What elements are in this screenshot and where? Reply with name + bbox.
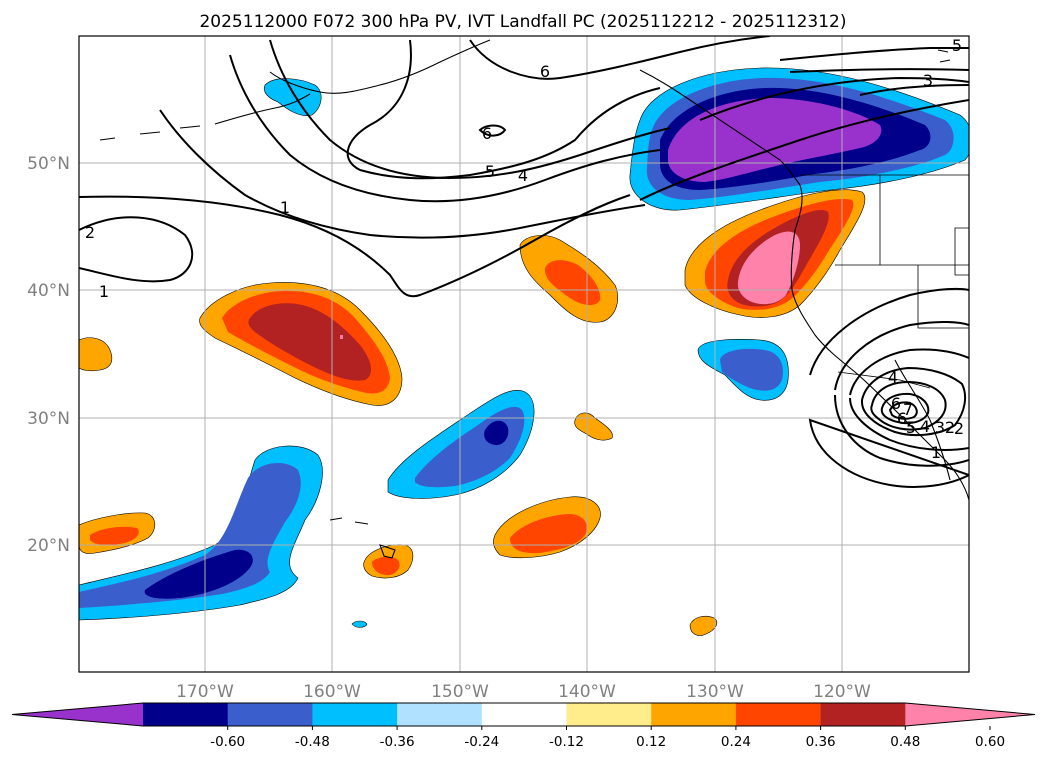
map-title: 2025112000 F072 300 hPa PV, IVT Landfall… [199,12,846,32]
gridlines [79,36,969,672]
ivt-negative-anomaly-alaska-small [263,78,368,628]
colorbar: -0.60 -0.48 -0.36 -0.24 -0.12 0.12 0.24 0.36 0.4… [11,702,1036,750]
lon-label-140w: 140°W [558,682,616,702]
colorbar-segment [227,703,313,726]
colorbar-tick-label: -0.48 [295,734,330,750]
colorbar-outline [11,702,1036,727]
pv-contour-label: 4 [518,166,528,185]
pv-contour-labels: 6 6 5 4 5 3 2 1 1 2 4 6 7 6 5 4 3 2 1 [85,36,964,462]
pv-contour-label: 1 [931,443,941,462]
colorbar-tick-label: -0.12 [549,734,584,750]
colorbar-segment [651,703,737,726]
lon-label-130w: 130°W [686,682,744,702]
ivt-negative-anomaly-central-pacific [387,390,535,499]
latitude-labels: 50°N 40°N 30°N 20°N [27,154,70,556]
colorbar-segment [820,703,906,726]
colorbar-extend-high [905,703,1035,726]
pv-contour-label: 3 [935,418,945,437]
lon-label-120w: 120°W [813,682,871,702]
ivt-positive-anomaly-pacific-northwest [684,189,866,318]
pv-contours [79,36,969,488]
ivt-positive-anomaly-small-features [79,337,718,636]
colorbar-segment [397,703,483,726]
pv-contour-label: 5 [906,418,916,437]
ivt-positive-anomaly-hawaii-east [493,496,601,559]
coastlines [99,39,969,559]
pv-contour-label: 4 [920,417,930,436]
lon-label-170w: 170°W [176,682,234,702]
pv-contour-label: 1 [99,282,109,301]
pv-contour-label: 6 [897,409,907,428]
colorbar-segment [143,703,229,726]
pv-contour-label: 2 [954,419,964,438]
colorbar-tick-label: 0.60 [975,734,1005,750]
lon-label-160w: 160°W [303,682,361,702]
colorbar-tick-label: 0.48 [890,734,920,750]
political-borders [800,174,969,389]
colorbar-segment [481,703,567,726]
pv-contour-label: 2 [85,223,95,242]
lon-label-150w: 150°W [431,682,489,702]
pv-contour-label: 7 [903,400,913,419]
colorbar-tick-label: 0.12 [636,734,666,750]
pv-contour-label: 1 [280,198,290,217]
pv-contour-label: 6 [482,124,492,143]
map-area: 6 6 5 4 5 3 2 1 1 2 4 6 7 6 5 4 3 2 1 [79,36,969,672]
pv-contour-label: 3 [923,71,933,90]
colorbar-tick-label: -0.24 [464,734,499,750]
lat-label-30n: 30°N [27,409,70,429]
lat-label-20n: 20°N [27,536,70,556]
colorbar-extend-low [12,703,143,726]
colorbar-tick-label: -0.60 [210,734,245,750]
pv-contour-label: 5 [952,36,962,55]
colorbar-segment [735,703,822,726]
lat-label-50n: 50°N [27,154,70,174]
pv-contour-label: 6 [540,62,550,81]
colorbar-segment [312,703,398,726]
colorbar-tick-label: 0.24 [721,734,751,750]
map-frame [78,35,970,673]
lat-label-40n: 40°N [27,281,70,301]
longitude-labels: 170°W 160°W 150°W 140°W 130°W 120°W [176,682,871,702]
ivt-negative-anomaly-offshore-california [697,339,789,401]
pv-contour-label: 6 [891,394,901,413]
ivt-negative-anomaly-subtropical [79,445,323,621]
pv-contour-label: 2 [945,418,955,437]
colorbar-segment [566,703,652,726]
ivt-positive-anomaly-central-north [519,235,619,323]
pv-contour-label: 4 [888,368,898,387]
colorbar-tick-label: -0.36 [380,734,415,750]
pv-contour-label: 5 [485,162,495,181]
ivt-positive-anomaly-west-central [199,282,403,406]
colorbar-tick-label: 0.36 [806,734,836,750]
